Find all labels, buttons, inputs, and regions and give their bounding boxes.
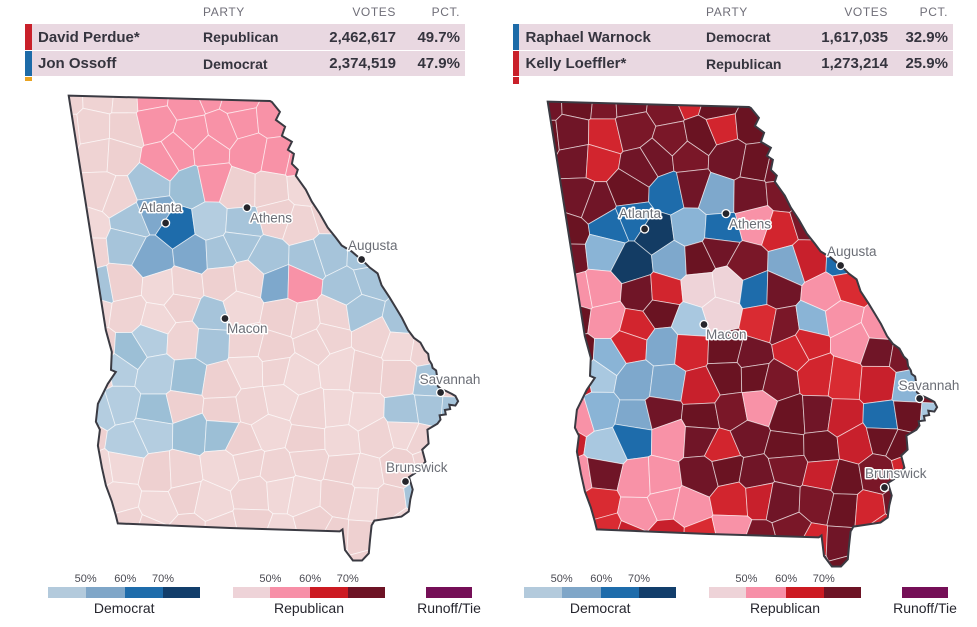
svg-text:Macon: Macon — [706, 327, 747, 342]
svg-text:Brunswick: Brunswick — [386, 460, 448, 475]
svg-text:Savannah: Savannah — [899, 378, 960, 393]
svg-text:Athens: Athens — [250, 211, 292, 226]
svg-text:Savannah: Savannah — [420, 372, 481, 387]
svg-text:Atlanta: Atlanta — [619, 206, 662, 221]
svg-text:Augusta: Augusta — [348, 238, 398, 253]
svg-text:Macon: Macon — [227, 321, 268, 336]
svg-text:Athens: Athens — [729, 217, 771, 232]
svg-text:Brunswick: Brunswick — [865, 466, 927, 481]
svg-text:Augusta: Augusta — [827, 244, 877, 259]
svg-text:Atlanta: Atlanta — [140, 200, 183, 215]
